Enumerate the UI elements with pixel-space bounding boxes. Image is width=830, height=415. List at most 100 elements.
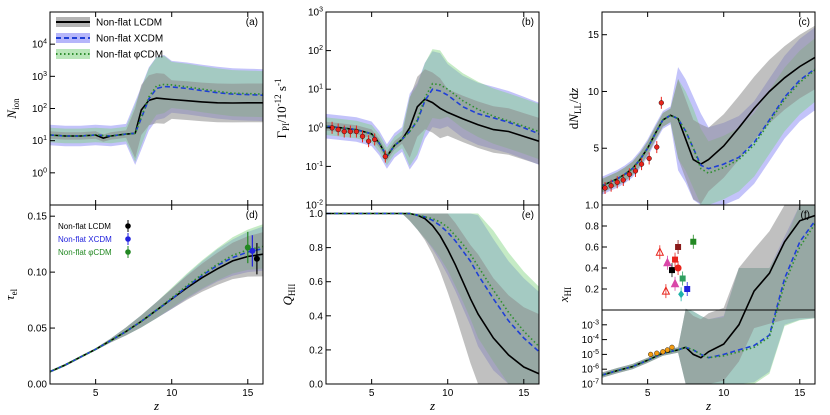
tau-legend-label: Non-flat LCDM <box>58 222 111 231</box>
ytick-label-f-bot: 10-4 <box>582 334 599 346</box>
ytick-label-e: 0.6 <box>309 277 323 288</box>
xtick-label-f: 5 <box>645 388 651 399</box>
ytick-label-d: 0.10 <box>28 268 48 279</box>
ytick-label-f-top: 1.0 <box>585 201 599 212</box>
ytick-label-f-top: 0.4 <box>585 264 599 275</box>
xhi-obs-low <box>660 349 666 355</box>
xhi-obs-low <box>664 347 671 353</box>
xlabel-e: z <box>429 398 435 413</box>
band-c-blue-dashed <box>602 27 815 205</box>
ytick-label-c: 10 <box>588 87 600 98</box>
obs-point-c <box>620 177 626 183</box>
ylabel-f: xHI <box>556 287 573 303</box>
xhi-marker <box>672 256 679 263</box>
ytick-label-f-bot: 10-5 <box>582 349 599 361</box>
xhi-marker <box>674 264 682 272</box>
ytick-label-a: 103 <box>32 71 47 83</box>
ytick-label-e: 0.2 <box>309 345 323 356</box>
ytick-label-c: 5 <box>593 144 599 155</box>
tau-point <box>244 244 251 251</box>
panel-label-e: (e) <box>522 210 534 221</box>
band-f-green-dotted <box>602 205 815 384</box>
curve-c-black-solid <box>602 56 815 187</box>
xhi-obs-low <box>654 350 660 356</box>
band-c-green-dotted <box>602 38 815 205</box>
obs-point-b <box>335 126 341 133</box>
ytick-label-b: 10-1 <box>306 161 323 173</box>
xhi-marker <box>663 257 672 267</box>
curve-e-green-dotted <box>326 212 539 348</box>
xhi-marker <box>690 238 697 245</box>
curve-a-blue-dashed <box>50 85 263 137</box>
legend-label: Non-flat LCDM <box>96 18 162 29</box>
tau-point <box>249 247 256 254</box>
model-curves <box>50 56 815 376</box>
obs-point-b <box>366 138 372 144</box>
xhi-marker <box>678 290 685 299</box>
ylabel-a: Nion <box>4 98 21 120</box>
confidence-bands <box>50 25 815 384</box>
xtick-label-e: 15 <box>518 388 530 399</box>
ytick-label-e: 0.0 <box>309 380 323 391</box>
ytick-label-a: 101 <box>32 135 47 147</box>
panel-label-d: (d) <box>246 210 258 221</box>
xtick-label-f: 10 <box>718 388 730 399</box>
obs-point-c <box>626 171 632 177</box>
ytick-label-d: 0.05 <box>28 324 48 335</box>
obs-point-c <box>614 179 620 185</box>
obs-point-c <box>638 161 645 167</box>
tau-legend-label: Non-flat φCDM <box>58 248 112 257</box>
xhi-marker <box>661 285 671 295</box>
ytick-label-b: 101 <box>308 84 323 96</box>
ytick-label-b: 100 <box>308 122 323 134</box>
xhi-obs-low <box>648 351 654 358</box>
panel-label-a: (a) <box>246 17 258 28</box>
ytick-label-f-bot: 10-6 <box>582 364 599 376</box>
obs-point-b <box>372 136 378 143</box>
ytick-label-f-top: 0.6 <box>585 243 599 254</box>
obs-point-b <box>382 153 388 160</box>
curve-c-green-dotted <box>602 69 815 187</box>
ylabel-b: ΓPI/10-12 s-1 <box>273 79 291 139</box>
ytick-label-f-bot: 10-7 <box>582 379 599 391</box>
panel-label-f: (f) <box>801 210 810 221</box>
ytick-label-a: 100 <box>32 167 47 179</box>
ytick-label-b: 102 <box>308 45 323 57</box>
xtick-label-d: 15 <box>242 388 254 399</box>
band-c-black-solid <box>602 25 815 204</box>
frame-d <box>49 204 264 385</box>
xhi-marker <box>655 247 665 256</box>
ytick-label-d: 0.00 <box>28 380 48 391</box>
xhi-obs-low <box>669 344 675 350</box>
band-d-black-solid <box>50 232 263 373</box>
ylabel-d: τel <box>2 288 19 300</box>
frame-e <box>325 204 540 385</box>
ytick-label-d: 0.15 <box>28 212 48 223</box>
tau-legend-label: Non-flat XCDM <box>58 235 112 244</box>
text-labels: 100101102103104(a)10-210-1100101102103(b… <box>2 7 810 414</box>
ytick-label-c: 15 <box>588 30 600 41</box>
ytick-label-e: 0.8 <box>309 243 323 254</box>
obs-point-c <box>646 155 652 162</box>
obs-point-c <box>632 168 639 174</box>
ytick-label-e: 1.0 <box>309 209 323 220</box>
tau-legend-marker <box>125 223 131 229</box>
curve-b-green-dotted <box>326 82 539 159</box>
curve-d-blue-dashed <box>50 247 263 373</box>
xtick-label-f: 15 <box>794 388 806 399</box>
xhi-marker <box>675 244 682 250</box>
band-f-black-solid <box>602 205 815 384</box>
xhi-marker <box>684 286 691 292</box>
xtick-label-d: 10 <box>166 388 178 399</box>
obs-point-c <box>602 185 608 191</box>
curve-a-black-solid <box>50 97 263 139</box>
observations <box>244 96 697 358</box>
ytick-label-f-top: 0.2 <box>585 285 599 296</box>
band-f-blue-dashed <box>602 205 815 384</box>
panel-label-b: (b) <box>522 17 534 28</box>
obs-point-c <box>658 100 664 106</box>
obs-point-b <box>359 133 366 139</box>
xhi-marker <box>668 267 675 274</box>
xtick-label-e: 5 <box>369 388 375 399</box>
